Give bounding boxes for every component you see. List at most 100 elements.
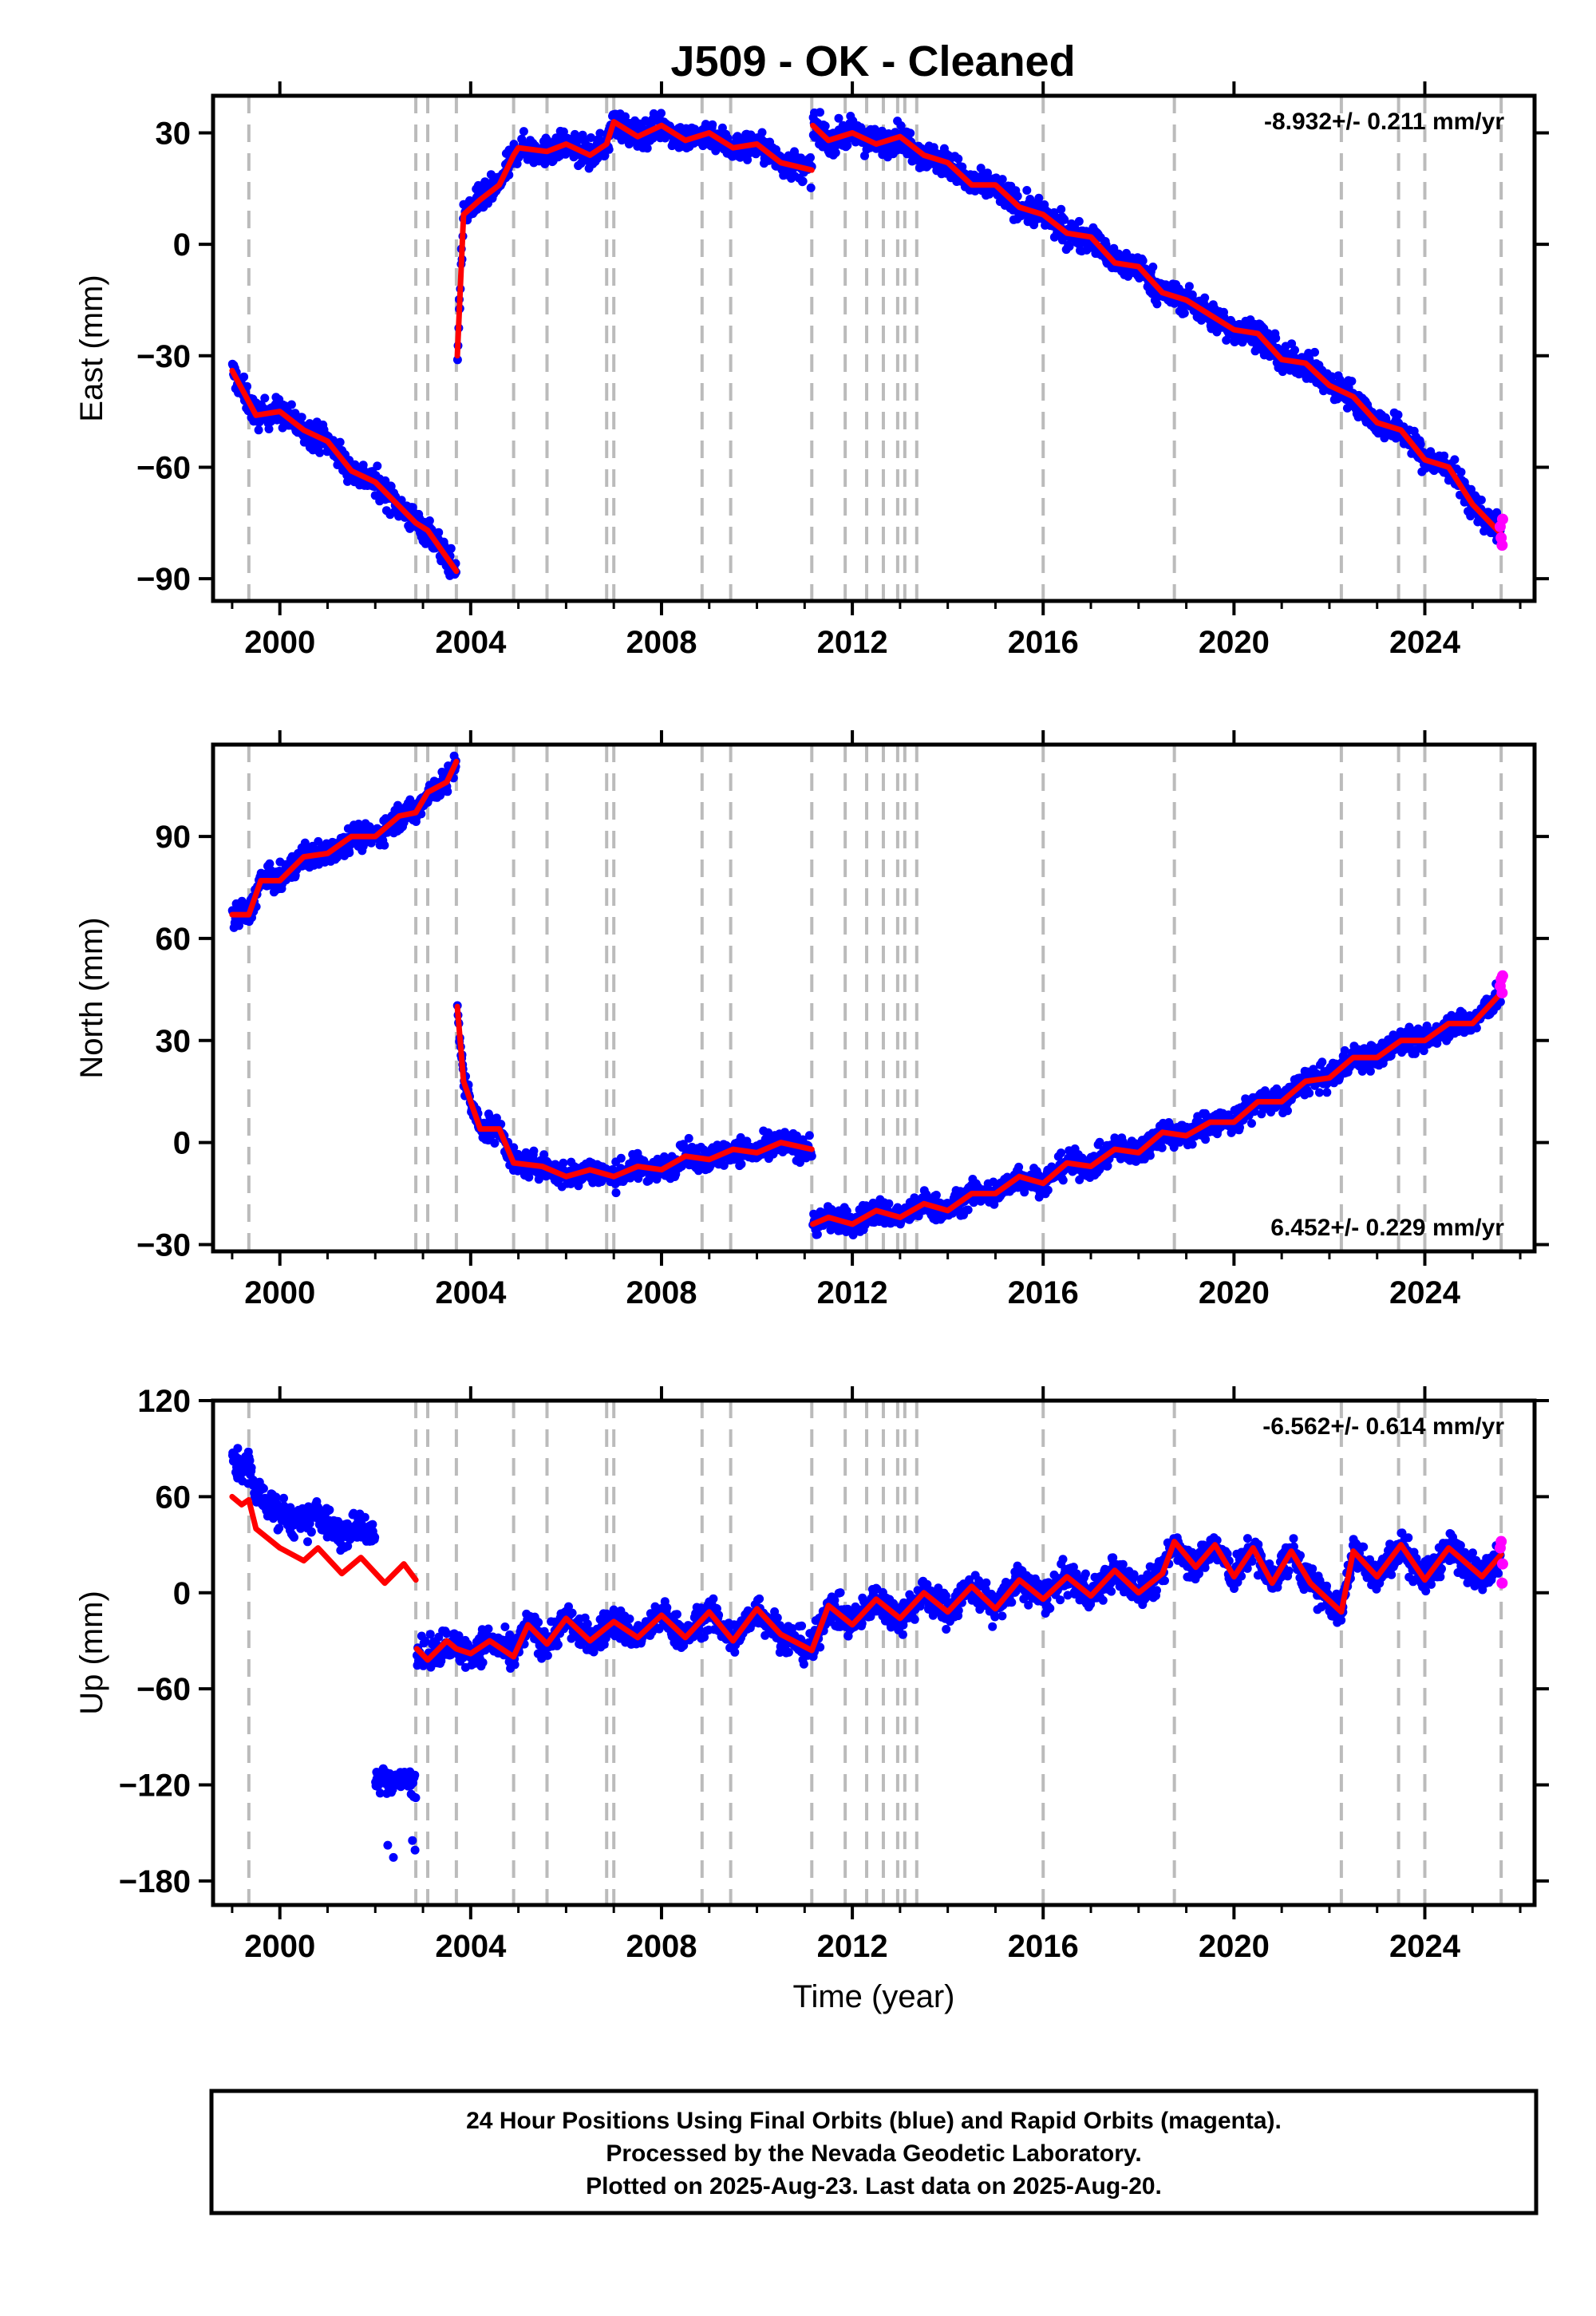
north-final-point (345, 848, 354, 857)
figure-title: J509 - OK - Cleaned (670, 38, 1075, 85)
east-final-point (434, 528, 444, 537)
north-final-point (684, 1133, 693, 1143)
east-final-point (595, 128, 605, 138)
east-final-point (1179, 308, 1189, 318)
north-final-point (812, 1230, 822, 1239)
east-final-point (1074, 216, 1084, 226)
east-final-point (711, 146, 721, 156)
east-final-point (386, 481, 396, 491)
north-final-point (1314, 1088, 1324, 1097)
east-final-point (254, 425, 263, 435)
east-final-point (543, 136, 552, 145)
east-final-point (1138, 256, 1148, 266)
east-final-point (239, 372, 249, 381)
east-x-tick-label: 2008 (626, 625, 697, 660)
east-x-tick-label: 2012 (817, 625, 888, 660)
east-final-point (446, 543, 456, 553)
north-final-point (1365, 1066, 1375, 1076)
east-final-point (1393, 410, 1403, 420)
north-final-point (490, 1139, 500, 1148)
east-final-point (998, 175, 1007, 184)
north-final-point (737, 1160, 746, 1169)
east-y-axis-label: East (mm) (74, 275, 109, 421)
north-final-point (1201, 1135, 1211, 1144)
east-final-point (806, 183, 816, 192)
east-final-point (708, 120, 717, 129)
east-final-point (559, 127, 568, 136)
east-final-point (286, 400, 296, 409)
east-final-point (264, 425, 274, 433)
north-final-point (380, 840, 389, 850)
east-x-tick-label: 2024 (1389, 625, 1461, 660)
east-rate-label: -8.932+/- 0.211 mm/yr (1264, 109, 1504, 135)
east-final-point (1187, 290, 1197, 299)
east-final-point (358, 460, 368, 470)
east-final-point (820, 121, 830, 131)
north-final-point (1187, 1140, 1197, 1149)
east-y-tick-label: 0 (173, 227, 191, 263)
east-final-point (1450, 455, 1460, 464)
north-final-point (1305, 1089, 1314, 1098)
east-x-tick-label: 2000 (244, 625, 315, 660)
north-final-point (1145, 1151, 1155, 1160)
east-y-tick-label: −60 (136, 450, 191, 485)
east-final-point (1310, 347, 1319, 357)
east-final-point (816, 108, 824, 117)
east-final-point (1476, 496, 1486, 504)
east-final-point (425, 516, 434, 525)
east-y-tick-label: 30 (156, 117, 192, 152)
east-final-point (657, 109, 666, 118)
north-final-point (529, 1146, 539, 1156)
east-final-point (1148, 263, 1158, 271)
north-final-point (807, 1152, 816, 1161)
east-rapid-point (1496, 513, 1508, 525)
east-final-point (831, 148, 840, 157)
east-final-point (834, 113, 843, 123)
east-final-point (260, 393, 270, 403)
east-final-point (1184, 282, 1194, 291)
east-final-point (757, 128, 767, 137)
north-final-point (804, 1131, 814, 1140)
north-final-point (1043, 1185, 1053, 1195)
east-final-point (806, 153, 815, 162)
north-final-point (611, 1188, 621, 1198)
east-final-point (642, 144, 652, 153)
east-final-point (1152, 299, 1162, 309)
east-x-tick-label: 2004 (435, 625, 507, 660)
north-final-point (1317, 1057, 1327, 1067)
east-final-point (1347, 377, 1357, 386)
east-y-tick-label: −90 (136, 562, 191, 597)
north-final-orbit-points (227, 751, 1505, 1239)
north-event-lines (247, 745, 1503, 1251)
east-final-point (373, 461, 382, 471)
east-final-point (297, 413, 306, 422)
east-final-point (1290, 346, 1299, 355)
north-final-point (1283, 1106, 1292, 1116)
east-final-point (604, 144, 614, 154)
east-final-point (954, 154, 963, 164)
east-y-tick-label: −30 (136, 339, 191, 374)
east-final-point (519, 127, 528, 136)
east-final-point (1057, 204, 1066, 214)
east-rapid-point (1496, 539, 1508, 551)
east-final-point (315, 448, 325, 457)
east-final-point (1022, 186, 1032, 195)
north-final-point (884, 1199, 894, 1208)
east-x-tick-label: 2020 (1199, 625, 1270, 660)
north-final-point (443, 787, 452, 796)
north-final-point (1340, 1045, 1349, 1055)
east-final-point (798, 176, 808, 186)
north-panel: 2000 2004 2008 2012 2016 2020 2024−300306090No… (74, 730, 1549, 1310)
north-final-point (1322, 1088, 1332, 1097)
east-final-point (1271, 334, 1281, 343)
east-panel: 2000 2004 2008 2012 2016 2020 2024 −90 −60 −30 0 30… (74, 81, 1549, 660)
east-final-point (381, 476, 390, 485)
north-final-point (1058, 1176, 1068, 1185)
north-final-point (963, 1205, 973, 1215)
north-final-point (616, 1153, 626, 1163)
east-final-point (600, 151, 610, 160)
north-final-point (1057, 1148, 1066, 1158)
north-final-point (559, 1158, 568, 1168)
east-x-tick-label: 2016 (1008, 625, 1079, 660)
